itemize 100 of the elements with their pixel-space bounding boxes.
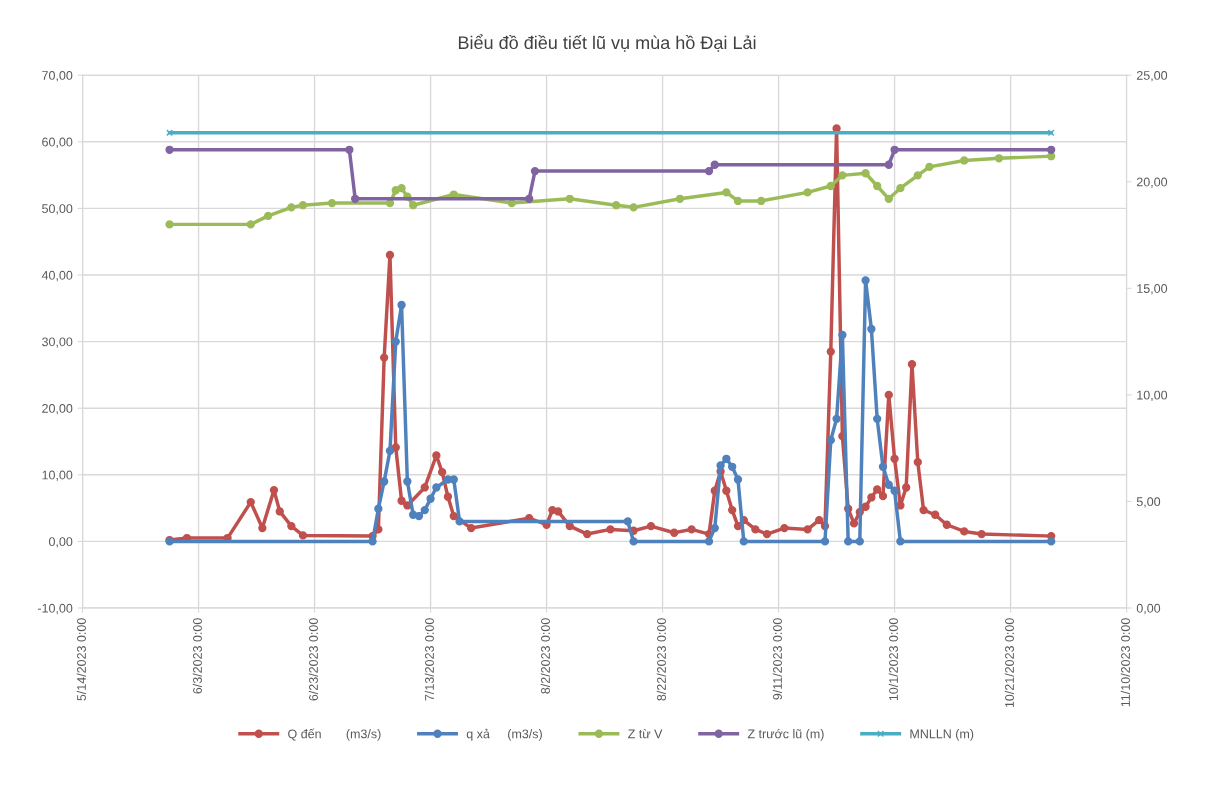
point: [1047, 537, 1056, 546]
legend-label: Z từ V: [628, 728, 663, 739]
point: [374, 504, 383, 513]
point: [896, 183, 905, 193]
point: [733, 196, 743, 206]
point: [861, 169, 870, 178]
point: [1047, 145, 1056, 154]
point: [1047, 129, 1055, 137]
legend-label: MNLLN (m): [910, 729, 974, 741]
point: [913, 171, 922, 180]
point: [890, 145, 899, 154]
point: [565, 194, 574, 203]
point: [873, 181, 882, 191]
point: [884, 480, 893, 489]
point: [397, 183, 406, 193]
x-tick-label: 11/10/2023 0:00: [1120, 618, 1130, 707]
point: [884, 194, 893, 203]
y2-tick-label: 15,00: [1137, 284, 1168, 295]
y-tick-label: 10,00: [42, 470, 73, 481]
y-tick-label: 40,00: [41, 270, 73, 282]
point: [826, 436, 835, 445]
point: [246, 220, 255, 229]
point: [391, 337, 400, 346]
point: [739, 537, 748, 546]
point: [629, 537, 638, 546]
point: [803, 188, 812, 197]
point: [675, 194, 685, 203]
point: [426, 494, 435, 503]
x-tick-label: 10/21/2023 0:00: [1004, 618, 1014, 708]
point: [733, 475, 743, 484]
point: [861, 276, 870, 285]
point: [710, 523, 719, 533]
y-tick-label: 0,00: [48, 537, 73, 548]
point: [449, 475, 458, 484]
point: [728, 462, 737, 471]
point: [420, 505, 429, 515]
x-tick-label: 10/1/2023 0:00: [888, 618, 898, 701]
chart-title: Biểu đồ điều tiết lũ vụ mùa hồ Đại Lải: [458, 34, 756, 52]
point: [287, 203, 296, 212]
point: [350, 194, 360, 203]
point: [166, 129, 174, 137]
point: [890, 486, 899, 495]
point: [757, 196, 766, 206]
point: [165, 220, 174, 229]
y-tick-label: 70,00: [42, 71, 73, 82]
point: [623, 517, 632, 526]
point: [165, 145, 174, 154]
point: [368, 537, 377, 546]
point: [896, 537, 905, 546]
point: [994, 154, 1004, 163]
point: [878, 462, 888, 471]
y2-tick-label: 0,00: [1136, 603, 1161, 615]
y2-tick-label: 20,00: [1136, 177, 1168, 188]
y-tick-label: 20,00: [42, 404, 73, 415]
point: [263, 211, 273, 221]
x-tick-label: 9/11/2023 0:00: [772, 618, 782, 700]
x-tick-label: 6/23/2023 0:00: [308, 618, 318, 701]
point: [379, 477, 389, 486]
legend-label: Q đến (m3/s): [288, 728, 381, 741]
point: [838, 330, 847, 340]
point: [710, 160, 719, 169]
point: [612, 201, 621, 210]
point: [832, 414, 841, 424]
point: [960, 156, 969, 165]
x-tick-label: 8/22/2023 0:00: [656, 618, 666, 701]
point: [397, 300, 406, 310]
y2-tick-label: 25,00: [1136, 71, 1168, 82]
y2-tick-label: 10,00: [1137, 390, 1168, 402]
point: [385, 446, 395, 455]
point: [844, 537, 853, 546]
point: [327, 198, 337, 208]
y-tick-label: 30,00: [42, 337, 73, 348]
point: [925, 162, 934, 172]
point: [884, 160, 893, 169]
legend-label: Z trước lũ (m): [747, 728, 824, 741]
point: [345, 145, 354, 154]
y-tick-label: 60,00: [42, 137, 73, 148]
x-tick-label: 6/3/2023 0:00: [192, 618, 202, 694]
point: [722, 454, 731, 463]
point: [455, 517, 464, 526]
point: [408, 201, 418, 210]
point: [873, 414, 882, 424]
point: [820, 537, 830, 546]
point: [432, 483, 441, 492]
point: [716, 461, 725, 470]
y-tick-label: -10,00: [37, 603, 73, 615]
point: [855, 537, 864, 546]
point: [403, 477, 412, 486]
point: [704, 537, 714, 546]
x-tick-label: 7/13/2023 0:00: [424, 618, 434, 701]
point: [629, 203, 638, 212]
y2-tick-label: 5,00: [1136, 497, 1161, 508]
point: [722, 188, 731, 197]
point: [704, 166, 714, 176]
point: [867, 324, 876, 334]
point: [530, 166, 540, 176]
x-tick-label: 8/2/2023 0:00: [540, 618, 550, 694]
point: [298, 201, 308, 210]
point: [414, 511, 424, 521]
x-tick-label: 5/14/2023 0:00: [76, 618, 86, 701]
